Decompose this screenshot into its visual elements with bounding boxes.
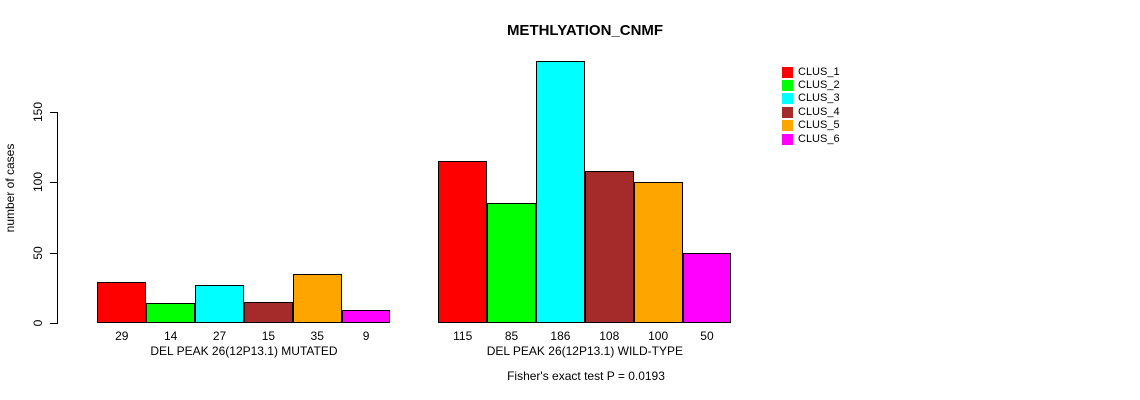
bar <box>536 60 585 323</box>
legend-item: CLUS_6 <box>782 133 840 145</box>
legend-swatch <box>782 93 793 105</box>
legend-item: CLUS_4 <box>782 106 840 118</box>
y-axis-line <box>57 111 58 324</box>
legend-swatch <box>782 106 793 118</box>
legend-item: CLUS_2 <box>782 79 840 91</box>
bar-value-label: 108 <box>599 329 620 343</box>
legend-item-label: CLUS_1 <box>798 65 840 78</box>
bar-value-label: 35 <box>310 329 324 343</box>
bar <box>682 252 732 323</box>
y-tick-label: 0 <box>31 319 45 327</box>
bar <box>195 284 244 323</box>
legend-swatch <box>782 133 793 145</box>
y-tick-label: 50 <box>31 245 45 260</box>
legend-swatch <box>782 79 793 91</box>
bar <box>584 170 634 323</box>
group-label: DEL PEAK 26(12P13.1) MUTATED <box>150 344 338 358</box>
bar-value-label: 85 <box>504 329 519 343</box>
bar-value-label: 115 <box>453 329 473 343</box>
legend-swatch <box>782 66 793 78</box>
y-axis-label: number of cases <box>3 143 17 233</box>
chart-title: METHLYATION_CNMF <box>506 22 664 39</box>
bar <box>487 203 536 323</box>
bar-value-label: 186 <box>550 329 571 343</box>
legend-swatch <box>782 120 793 132</box>
bar-value-label: 50 <box>700 329 714 343</box>
group-label: DEL PEAK 26(12P13.1) WILD-TYPE <box>486 344 683 358</box>
legend-item: CLUS_1 <box>782 66 840 78</box>
legend-item-label: CLUS_4 <box>798 105 840 118</box>
y-axis-tick <box>50 252 57 254</box>
legend-item-label: CLUS_5 <box>798 119 840 132</box>
bar-value-label: 14 <box>163 329 178 343</box>
y-axis-tick <box>50 111 57 113</box>
y-tick-label: 150 <box>31 101 45 122</box>
legend-item-label: CLUS_2 <box>798 78 840 91</box>
legend-item: CLUS_5 <box>782 120 840 132</box>
bar <box>97 282 147 323</box>
bar-value-label: 100 <box>648 329 669 343</box>
bar <box>341 310 391 323</box>
legend-item: CLUS_3 <box>782 93 840 105</box>
bar-value-label: 27 <box>212 329 227 343</box>
bar <box>243 301 293 323</box>
bar-value-label: 29 <box>115 329 129 343</box>
bar-value-label: 9 <box>362 329 370 343</box>
legend-item-label: CLUS_3 <box>798 92 840 105</box>
y-axis-tick <box>50 323 57 324</box>
bar <box>146 303 196 323</box>
legend-item-label: CLUS_6 <box>798 132 840 145</box>
bar-value-label: 15 <box>261 329 276 343</box>
y-axis-tick <box>50 182 57 183</box>
y-tick-label: 100 <box>31 171 45 193</box>
bar <box>438 160 488 323</box>
bar <box>633 182 683 323</box>
fisher-test-footnote: Fisher's exact test P = 0.0193 <box>507 369 665 383</box>
bar <box>292 273 342 323</box>
